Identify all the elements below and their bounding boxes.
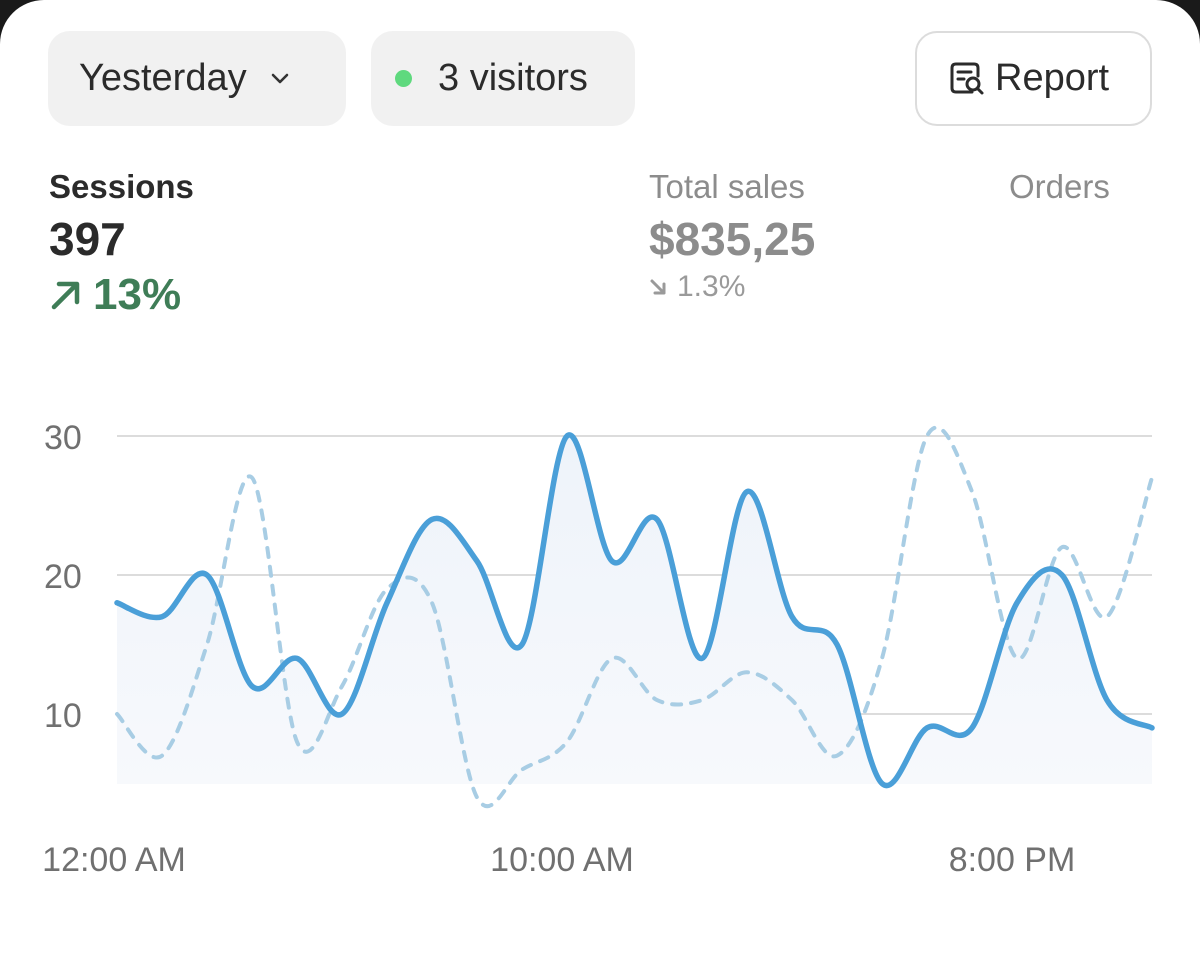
live-status-dot-icon — [395, 70, 412, 87]
sessions-label: Sessions — [49, 168, 194, 205]
series-area — [117, 434, 1152, 786]
y-tick-label: 20 — [44, 558, 82, 596]
comparison-series-line — [115, 425, 1154, 809]
total-sales-change: 1.3% — [649, 270, 815, 304]
y-tick-label: 30 — [44, 419, 82, 457]
sessions-value: 397 — [49, 213, 126, 265]
total-sales-label: Total sales — [649, 168, 805, 205]
report-label: Report — [995, 57, 1110, 99]
total-sales-change-value: 1.3% — [677, 270, 746, 303]
orders-label: Orders — [1009, 168, 1110, 205]
current-series-line — [114, 432, 1155, 789]
arrow-down-right-icon — [649, 278, 667, 296]
live-visitors-badge[interactable]: 3 visitors — [371, 31, 635, 126]
orders-metric[interactable]: Orders — [1009, 168, 1110, 206]
period-selector[interactable]: Yesterday — [48, 31, 346, 126]
chevron-down-icon — [267, 66, 293, 92]
y-tick-label: 10 — [44, 697, 82, 735]
arrow-up-right-icon — [49, 278, 83, 312]
x-tick-label: 10:00 AM — [490, 841, 634, 879]
visitors-label: 3 visitors — [438, 57, 588, 99]
sessions-change: 13% — [49, 270, 194, 320]
sessions-change-value: 13% — [93, 270, 182, 319]
x-tick-label: 12:00 AM — [42, 841, 186, 879]
total-sales-metric[interactable]: Total sales $835,25 1.3% — [649, 168, 815, 304]
report-button[interactable]: Report — [915, 31, 1152, 126]
period-label: Yesterday — [79, 57, 247, 99]
x-tick-label: 8:00 PM — [949, 841, 1076, 879]
total-sales-value: $835,25 — [649, 213, 816, 265]
report-search-icon — [947, 59, 987, 99]
sessions-line-chart: 10 20 30 12:00 AM 10:00 AM 8:00 PM — [42, 419, 1155, 879]
sessions-metric[interactable]: Sessions 397 13% — [49, 168, 194, 320]
